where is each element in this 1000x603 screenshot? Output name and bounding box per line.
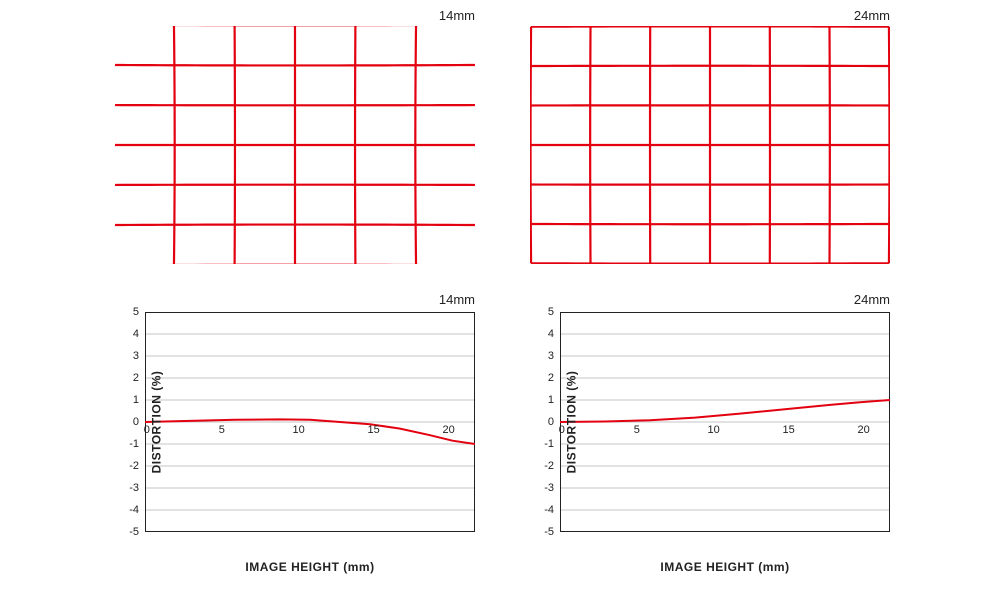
- chart-right-ytick: 0: [548, 416, 554, 428]
- chart-right-xtick: 5: [634, 424, 640, 436]
- grid-left-title: 14mm: [439, 8, 475, 23]
- chart-left-ylabel: DISTORTION (%): [149, 371, 163, 474]
- chart-left-xtick: 10: [293, 424, 305, 436]
- chart-left-ytick: 0: [133, 416, 139, 428]
- chart-left-xlabel: IMAGE HEIGHT (mm): [245, 560, 374, 574]
- chart-right-xtick: 10: [708, 424, 720, 436]
- chart-right-ytick: 5: [548, 306, 554, 318]
- chart-right-ytick: -4: [544, 504, 554, 516]
- grid-right: 24mm: [530, 26, 890, 264]
- chart-right-xtick: 0: [559, 424, 565, 436]
- chart-left-ytick: 5: [133, 306, 139, 318]
- chart-right-ytick: 4: [548, 328, 554, 340]
- chart-left-xtick: 20: [443, 424, 455, 436]
- chart-left-ytick: 4: [133, 328, 139, 340]
- chart-right-ytick: -1: [544, 438, 554, 450]
- chart-left-ytick: 3: [133, 350, 139, 362]
- chart-left-xtick: 15: [368, 424, 380, 436]
- chart-right-plot: [560, 312, 890, 532]
- chart-left: 14mmDISTORTION (%)IMAGE HEIGHT (mm)-5-4-…: [145, 312, 475, 532]
- chart-right-xlabel: IMAGE HEIGHT (mm): [660, 560, 789, 574]
- grid-left: 14mm: [115, 26, 475, 264]
- chart-right-ytick: 3: [548, 350, 554, 362]
- chart-left-xtick: 0: [144, 424, 150, 436]
- chart-left-plot: [145, 312, 475, 532]
- chart-left-ytick: 1: [133, 394, 139, 406]
- chart-right-title: 24mm: [854, 292, 890, 307]
- chart-right-ytick: 1: [548, 394, 554, 406]
- chart-left-ytick: -5: [129, 526, 139, 538]
- chart-right-ytick: -3: [544, 482, 554, 494]
- chart-left-ytick: -3: [129, 482, 139, 494]
- chart-left-ytick: -1: [129, 438, 139, 450]
- chart-right-xtick: 15: [783, 424, 795, 436]
- chart-left-title: 14mm: [439, 292, 475, 307]
- chart-right-ylabel: DISTORTION (%): [564, 371, 578, 474]
- grid-right-title: 24mm: [854, 8, 890, 23]
- chart-right: 24mmDISTORTION (%)IMAGE HEIGHT (mm)-5-4-…: [560, 312, 890, 532]
- chart-right-ytick: -2: [544, 460, 554, 472]
- chart-right-ytick: 2: [548, 372, 554, 384]
- chart-right-ytick: -5: [544, 526, 554, 538]
- chart-right-xtick: 20: [858, 424, 870, 436]
- chart-left-ytick: -4: [129, 504, 139, 516]
- chart-left-ytick: 2: [133, 372, 139, 384]
- chart-left-xtick: 5: [219, 424, 225, 436]
- chart-left-ytick: -2: [129, 460, 139, 472]
